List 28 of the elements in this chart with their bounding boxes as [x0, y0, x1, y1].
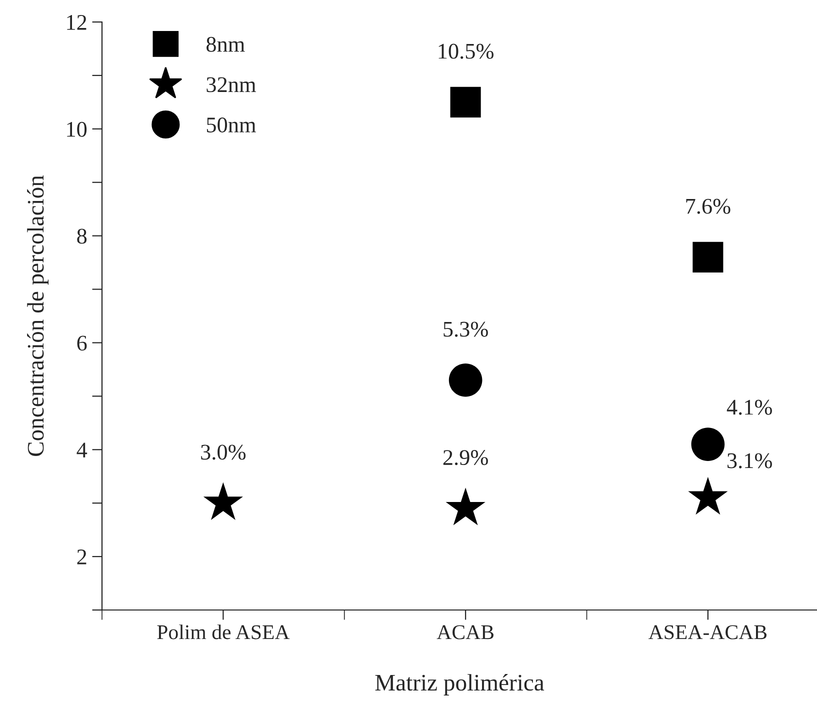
data-label: 3.0%: [201, 444, 246, 460]
y-tick-label: 8: [77, 228, 87, 244]
data-label: 10.5%: [438, 44, 494, 59]
legend-label: 32nm: [206, 77, 256, 92]
x-tick-label: ASEA-ACAB: [648, 625, 767, 640]
legend-label: 50nm: [206, 117, 256, 132]
point: [448, 363, 482, 397]
legend-label: 8nm: [206, 36, 245, 52]
point: [446, 488, 486, 526]
point: [203, 482, 243, 520]
y-tick-label: 2: [77, 550, 86, 564]
y-tick-label: 4: [76, 442, 88, 458]
point: [450, 86, 481, 118]
data-label: 7.6%: [686, 198, 730, 214]
x-axis-title: Matriz polimérica: [375, 674, 544, 696]
x-tick-label: ACAB: [436, 625, 494, 640]
point: [692, 242, 724, 272]
data-label: 2.9%: [443, 450, 488, 466]
y-tick-label: 10: [67, 122, 87, 137]
x-tick-label: Polim de ASEA: [157, 624, 290, 640]
data-label: 3.1%: [728, 453, 772, 468]
y-axis-title: Concentración de percolación: [27, 175, 49, 456]
y-tick-label: 6: [77, 336, 87, 351]
point: [691, 428, 725, 461]
point: [688, 476, 728, 515]
y-tick-label: 12: [67, 14, 86, 30]
data-label: 5.3%: [444, 322, 488, 337]
data-label: 4.1%: [726, 400, 772, 415]
